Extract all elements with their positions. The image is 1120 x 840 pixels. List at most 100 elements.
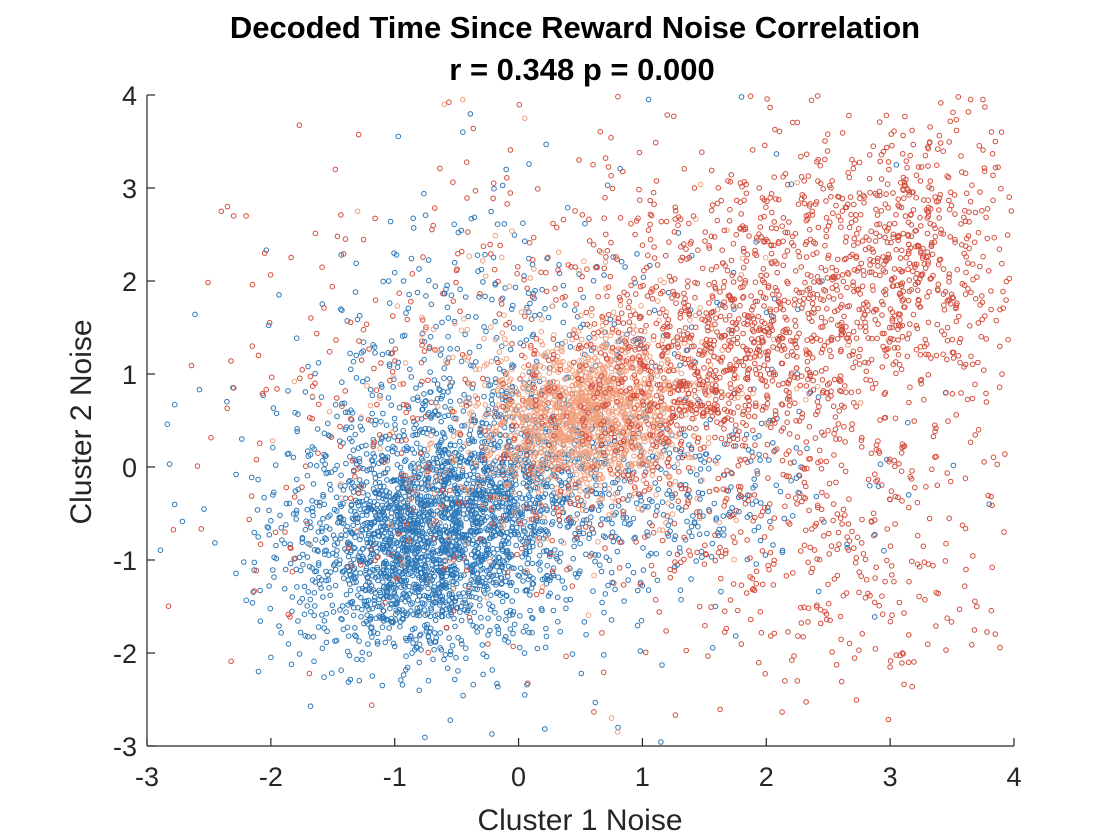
- point-orange: [269, 438, 276, 444]
- point-blue: [481, 324, 487, 330]
- point-blue: [389, 448, 396, 455]
- point-blue: [579, 520, 586, 527]
- point-blue: [521, 650, 528, 656]
- point-blue: [321, 674, 327, 681]
- point-blue: [570, 555, 577, 562]
- point-blue: [164, 421, 171, 428]
- point-blue: [403, 653, 409, 660]
- point-blue: [307, 462, 314, 468]
- point-blue: [278, 630, 284, 636]
- point-blue: [592, 699, 599, 706]
- point-blue: [442, 404, 448, 410]
- point-blue: [293, 335, 300, 342]
- point-blue: [496, 498, 503, 504]
- point-blue: [549, 519, 556, 525]
- point-blue: [457, 609, 463, 616]
- point-blue: [348, 366, 354, 373]
- point-blue: [371, 499, 378, 505]
- point-blue: [566, 523, 572, 530]
- point-blue: [414, 289, 421, 296]
- point-blue: [281, 540, 288, 547]
- point-blue: [416, 266, 422, 272]
- point-blue: [549, 483, 555, 490]
- point-blue: [485, 632, 491, 638]
- point-blue: [201, 506, 207, 512]
- point-blue: [341, 575, 347, 582]
- point-blue: [462, 331, 468, 338]
- point-blue: [475, 558, 482, 564]
- point-blue: [422, 212, 429, 218]
- point-blue: [289, 594, 296, 600]
- point-blue: [287, 560, 294, 567]
- point-blue: [298, 567, 304, 574]
- point-blue: [535, 561, 542, 567]
- point-blue: [414, 440, 420, 447]
- point-blue: [374, 564, 381, 571]
- point-blue: [332, 566, 339, 573]
- point-blue: [261, 494, 267, 501]
- point-blue: [481, 393, 487, 400]
- point-blue: [489, 667, 496, 673]
- point-blue: [492, 458, 498, 465]
- point-blue: [416, 687, 423, 694]
- point-blue: [550, 570, 556, 577]
- point-blue: [520, 480, 527, 487]
- point-blue: [350, 447, 357, 454]
- point-blue: [417, 497, 423, 503]
- point-blue: [485, 541, 491, 548]
- point-blue: [315, 624, 322, 630]
- point-blue: [308, 524, 314, 531]
- point-blue: [529, 629, 535, 636]
- point-blue: [758, 420, 765, 427]
- point-blue: [278, 525, 285, 531]
- point-blue: [326, 585, 332, 591]
- point-blue: [447, 346, 453, 352]
- point-orange: [573, 516, 579, 523]
- point-blue: [704, 530, 710, 537]
- point-blue: [360, 465, 366, 472]
- point-blue: [251, 567, 257, 573]
- point-blue: [905, 419, 911, 426]
- point-blue: [391, 269, 398, 276]
- point-blue: [352, 625, 358, 631]
- point-blue: [422, 569, 428, 576]
- point-blue: [793, 445, 800, 451]
- point-blue: [385, 395, 392, 401]
- point-blue: [350, 489, 357, 495]
- point-orange: [697, 181, 704, 188]
- point-blue: [905, 492, 912, 498]
- point-blue: [342, 532, 349, 539]
- point-orange: [654, 298, 661, 304]
- point-blue: [310, 634, 317, 640]
- point-blue: [477, 596, 483, 602]
- point-orange: [606, 454, 613, 460]
- point-blue: [444, 304, 451, 311]
- point-blue: [479, 642, 486, 648]
- point-blue: [393, 540, 400, 546]
- point-blue: [473, 314, 479, 320]
- point-blue: [344, 624, 351, 631]
- point-blue: [470, 523, 477, 530]
- point-blue: [491, 185, 497, 192]
- point-blue: [440, 429, 446, 436]
- point-blue: [359, 512, 366, 519]
- point-blue: [523, 337, 530, 343]
- point-blue: [532, 500, 539, 506]
- point-blue: [293, 510, 300, 517]
- point-blue: [634, 587, 641, 594]
- point-blue: [403, 457, 409, 463]
- point-blue: [815, 588, 822, 595]
- point-orange: [492, 232, 499, 239]
- point-blue: [609, 520, 615, 527]
- point-blue: [597, 562, 603, 568]
- point-blue: [415, 474, 422, 481]
- point-blue: [571, 307, 578, 313]
- point-blue: [593, 482, 599, 489]
- point-blue: [476, 452, 482, 458]
- point-orange: [496, 349, 503, 355]
- point-blue: [380, 278, 387, 285]
- point-blue: [454, 346, 461, 352]
- point-blue: [374, 566, 381, 573]
- point-blue: [447, 442, 454, 449]
- chart-subtitle: r = 0.348 p = 0.000: [449, 52, 714, 87]
